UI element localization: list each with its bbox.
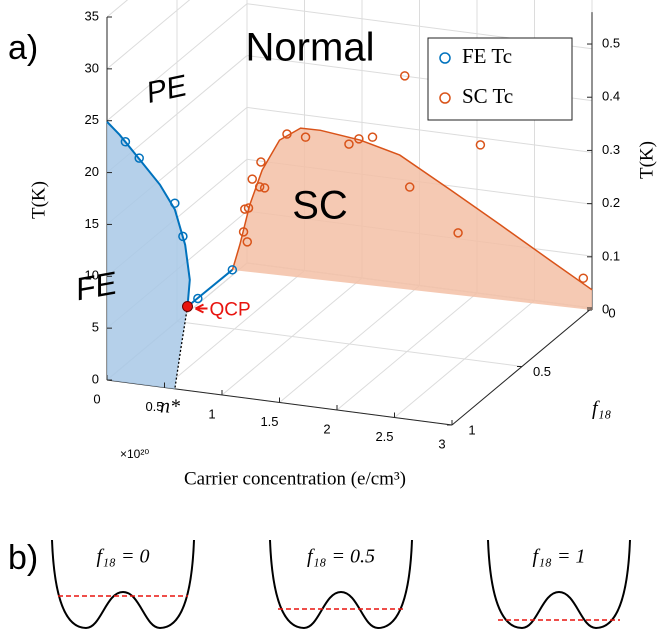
data-point (247, 174, 257, 184)
data-point (134, 153, 144, 163)
region-label: SC (292, 184, 348, 228)
data-point (243, 203, 254, 213)
n-star-label: n* (160, 396, 180, 418)
potential-well (51, 539, 195, 630)
legend-label: SC Tc (462, 84, 513, 108)
x-tick-label: 2 (323, 421, 330, 436)
data-point (178, 231, 188, 242)
data-point (282, 129, 292, 139)
region-label: PE (147, 69, 187, 111)
x-tick-label: 1 (208, 406, 215, 421)
data-point (254, 182, 265, 192)
y-tick-label: 10 (85, 268, 99, 283)
data-point (170, 198, 180, 208)
y-tick-label: 20 (85, 164, 99, 179)
data-point (453, 228, 463, 238)
well-label: f₁₈ = 0 (97, 546, 150, 568)
sc-region (232, 128, 592, 311)
data-point (120, 137, 131, 147)
axis-multiplier: ×10²⁰ (120, 447, 149, 461)
y-tick-label: 0 (92, 371, 99, 386)
data-point (354, 134, 364, 144)
y-tick-label: 25 (85, 112, 99, 127)
legend-marker (439, 92, 451, 104)
y-tick-label: 15 (85, 216, 99, 231)
potential-well (487, 539, 631, 630)
data-point (259, 183, 270, 193)
x-tick-label: 2.5 (375, 429, 393, 444)
qcp-point (182, 300, 193, 312)
y-axis-label: T(K) (28, 181, 49, 219)
sc-fit-line (231, 127, 593, 291)
data-point (242, 237, 253, 247)
data-point (400, 71, 410, 81)
data-layer (106, 71, 593, 389)
y-tick-label: 5 (92, 320, 99, 335)
data-point (300, 132, 311, 142)
x-tick-label: 0 (93, 391, 100, 406)
y2-tick-label: 0.1 (602, 248, 620, 263)
x-tick-label: 0.5 (145, 399, 163, 414)
y2-tick-label: 0.2 (602, 195, 620, 210)
data-point (344, 139, 354, 149)
y2-tick-label: 0.4 (602, 89, 620, 104)
x-tick-label: 1.5 (260, 414, 278, 429)
qcp-label: QCP (210, 300, 251, 321)
data-point (475, 140, 486, 150)
data-point (256, 157, 266, 167)
x-tick-label: 3 (438, 436, 445, 451)
data-point (238, 227, 249, 237)
potential-well (269, 539, 413, 630)
fe-region (107, 121, 190, 389)
z-tick-label: 1 (468, 422, 475, 437)
y2-axis-label: T(K) (636, 141, 657, 179)
data-point (404, 182, 415, 192)
y2-tick-label: 0.3 (602, 142, 620, 157)
data-point (367, 132, 378, 142)
legend-label: FE Tc (462, 44, 512, 68)
legend-marker (439, 52, 451, 64)
y2-tick-label: 0 (602, 301, 609, 316)
qcp-arrow (195, 303, 208, 314)
y-tick-label: 35 (85, 8, 99, 23)
z-tick-label: 0 (608, 305, 615, 320)
panel-label: b) (8, 539, 38, 577)
grid-line (106, 0, 191, 70)
x-axis-label: Carrier concentration (e/cm³) (184, 468, 406, 489)
legend-box (427, 37, 573, 121)
legend: FE Tc SC Tc (427, 37, 573, 121)
region-label: Normal (246, 26, 375, 70)
well-label: f₁₈ = 0.5 (307, 546, 375, 568)
panel-b (51, 539, 631, 630)
panel-label: a) (8, 29, 38, 67)
fe-boundary-line (174, 306, 189, 389)
y2-tick-label: 0.5 (602, 35, 620, 50)
data-point (578, 273, 589, 283)
data-point (193, 293, 203, 304)
y-tick-label: 30 (85, 60, 99, 75)
z-axis-label: f₁₈ (592, 398, 612, 420)
data-point (227, 265, 238, 275)
region-label: FE (76, 264, 116, 307)
z-tick-label: 0.5 (533, 364, 551, 379)
well-label: f₁₈ = 1 (533, 546, 586, 568)
